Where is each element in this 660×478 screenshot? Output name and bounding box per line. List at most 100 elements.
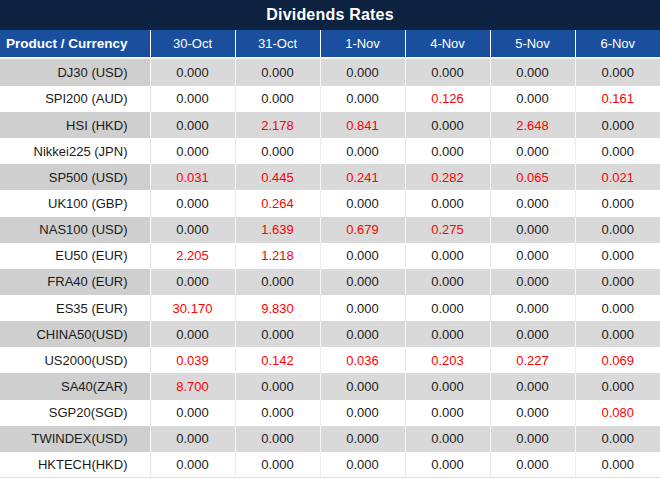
dividend-rate-value: 0.679 xyxy=(320,217,405,243)
table-header-row: Product / Currency 30-Oct 31-Oct 1-Nov 4… xyxy=(0,30,660,58)
dividend-rate-value: 0.000 xyxy=(575,138,660,164)
table-body: DJ30 (USD)0.0000.0000.0000.0000.0000.000… xyxy=(0,58,660,478)
product-label: SPI200 (AUD) xyxy=(0,86,150,112)
dividend-rate-value: 0.000 xyxy=(150,269,235,295)
dividend-rate-value: 0.000 xyxy=(150,426,235,452)
dividend-rate-value: 0.264 xyxy=(235,190,320,216)
dividend-rate-value: 0.000 xyxy=(235,426,320,452)
dividend-rate-value: 0.000 xyxy=(320,426,405,452)
dividend-rate-value: 0.000 xyxy=(575,321,660,347)
dividend-rate-value: 0.000 xyxy=(320,321,405,347)
dividend-rate-value: 0.000 xyxy=(235,321,320,347)
dividend-rate-value: 0.000 xyxy=(575,373,660,399)
product-label: HKTECH(HKD) xyxy=(0,452,150,478)
dividend-rate-value: 0.000 xyxy=(235,58,320,86)
dividends-table: Product / Currency 30-Oct 31-Oct 1-Nov 4… xyxy=(0,30,660,478)
dividend-rate-value: 0.000 xyxy=(405,269,490,295)
dividend-rate-value: 0.000 xyxy=(235,86,320,112)
dividend-rate-value: 0.000 xyxy=(320,269,405,295)
dividend-rate-value: 0.000 xyxy=(405,373,490,399)
column-header-date: 6-Nov xyxy=(575,30,660,58)
table-row: SPI200 (AUD)0.0000.0000.0000.1260.0000.1… xyxy=(0,86,660,112)
dividend-rate-value: 0.000 xyxy=(150,452,235,478)
dividend-rate-value: 0.000 xyxy=(320,86,405,112)
table-row: DJ30 (USD)0.0000.0000.0000.0000.0000.000 xyxy=(0,58,660,86)
dividend-rate-value: 0.000 xyxy=(575,269,660,295)
table-row: NAS100 (USD)0.0001.6390.6790.2750.0000.0… xyxy=(0,217,660,243)
dividend-rate-value: 0.445 xyxy=(235,164,320,190)
dividend-rate-value: 0.161 xyxy=(575,86,660,112)
dividend-rate-value: 0.065 xyxy=(490,164,575,190)
dividend-rate-value: 0.000 xyxy=(235,138,320,164)
product-label: Nikkei225 (JPN) xyxy=(0,138,150,164)
dividend-rate-value: 9.830 xyxy=(235,295,320,321)
table-row: FRA40 (EUR)0.0000.0000.0000.0000.0000.00… xyxy=(0,269,660,295)
dividend-rate-value: 0.000 xyxy=(405,112,490,138)
dividend-rate-value: 2.648 xyxy=(490,112,575,138)
dividend-rate-value: 0.000 xyxy=(490,426,575,452)
dividend-rate-value: 0.000 xyxy=(150,58,235,86)
dividend-rate-value: 0.241 xyxy=(320,164,405,190)
product-label: FRA40 (EUR) xyxy=(0,269,150,295)
dividend-rate-value: 0.000 xyxy=(575,190,660,216)
dividend-rate-value: 0.000 xyxy=(575,243,660,269)
column-header-date: 5-Nov xyxy=(490,30,575,58)
column-header-date: 1-Nov xyxy=(320,30,405,58)
dividend-rate-value: 0.000 xyxy=(490,452,575,478)
dividend-rate-value: 0.000 xyxy=(490,373,575,399)
product-label: SGP20(SGD) xyxy=(0,400,150,426)
dividend-rate-value: 0.000 xyxy=(320,373,405,399)
dividend-rate-value: 8.700 xyxy=(150,373,235,399)
dividend-rate-value: 0.000 xyxy=(235,373,320,399)
dividend-rate-value: 1.218 xyxy=(235,243,320,269)
table-row: UK100 (GBP)0.0000.2640.0000.0000.0000.00… xyxy=(0,190,660,216)
dividend-rate-value: 0.000 xyxy=(235,269,320,295)
table-row: SA40(ZAR)8.7000.0000.0000.0000.0000.000 xyxy=(0,373,660,399)
dividend-rate-value: 0.000 xyxy=(320,243,405,269)
dividend-rate-value: 0.000 xyxy=(235,452,320,478)
dividend-rate-value: 0.000 xyxy=(405,452,490,478)
dividend-rate-value: 0.000 xyxy=(490,295,575,321)
dividend-rate-value: 0.021 xyxy=(575,164,660,190)
dividend-rate-value: 0.000 xyxy=(405,190,490,216)
dividend-rate-value: 0.000 xyxy=(405,58,490,86)
product-label: CHINA50(USD) xyxy=(0,321,150,347)
dividend-rate-value: 0.000 xyxy=(150,400,235,426)
dividend-rate-value: 0.126 xyxy=(405,86,490,112)
dividend-rate-value: 0.000 xyxy=(320,190,405,216)
table-row: HKTECH(HKD)0.0000.0000.0000.0000.0000.00… xyxy=(0,452,660,478)
table-row: Nikkei225 (JPN)0.0000.0000.0000.0000.000… xyxy=(0,138,660,164)
product-label: EU50 (EUR) xyxy=(0,243,150,269)
dividend-rate-value: 0.000 xyxy=(575,112,660,138)
dividend-rate-value: 0.000 xyxy=(150,86,235,112)
table-row: TWINDEX(USD)0.0000.0000.0000.0000.0000.0… xyxy=(0,426,660,452)
product-label: SA40(ZAR) xyxy=(0,373,150,399)
dividends-rates-panel: Dividends Rates Product / Currency 30-Oc… xyxy=(0,0,660,478)
product-label: ES35 (EUR) xyxy=(0,295,150,321)
dividend-rate-value: 0.841 xyxy=(320,112,405,138)
dividend-rate-value: 0.000 xyxy=(575,217,660,243)
dividend-rate-value: 0.080 xyxy=(575,400,660,426)
product-label: SP500 (USD) xyxy=(0,164,150,190)
dividend-rate-value: 0.000 xyxy=(320,58,405,86)
dividend-rate-value: 0.000 xyxy=(320,295,405,321)
dividend-rate-value: 0.000 xyxy=(490,217,575,243)
dividend-rate-value: 0.000 xyxy=(320,400,405,426)
table-row: ES35 (EUR)30.1709.8300.0000.0000.0000.00… xyxy=(0,295,660,321)
dividend-rate-value: 0.000 xyxy=(490,243,575,269)
product-label: UK100 (GBP) xyxy=(0,190,150,216)
dividend-rate-value: 0.000 xyxy=(235,400,320,426)
column-header-product-currency: Product / Currency xyxy=(0,30,150,58)
dividend-rate-value: 0.000 xyxy=(575,452,660,478)
dividend-rate-value: 0.031 xyxy=(150,164,235,190)
table-row: HSI (HKD)0.0002.1780.8410.0002.6480.000 xyxy=(0,112,660,138)
dividend-rate-value: 0.000 xyxy=(490,269,575,295)
product-label: HSI (HKD) xyxy=(0,112,150,138)
dividend-rate-value: 0.000 xyxy=(575,58,660,86)
dividend-rate-value: 0.039 xyxy=(150,347,235,373)
column-header-date: 30-Oct xyxy=(150,30,235,58)
dividend-rate-value: 2.205 xyxy=(150,243,235,269)
dividend-rate-value: 0.000 xyxy=(405,321,490,347)
product-label: TWINDEX(USD) xyxy=(0,426,150,452)
dividend-rate-value: 0.000 xyxy=(405,243,490,269)
